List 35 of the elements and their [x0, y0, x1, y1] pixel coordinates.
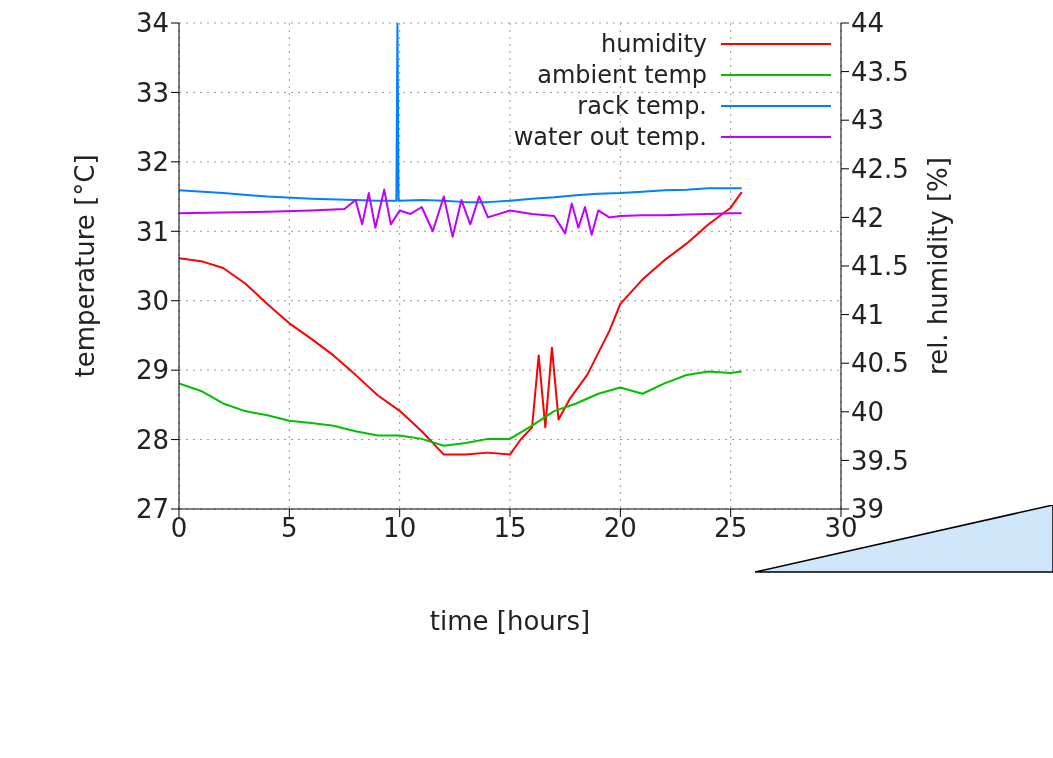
legend-label: ambient temp — [537, 60, 707, 89]
line-series — [179, 191, 743, 456]
legend-label: rack temp. — [577, 91, 707, 120]
y2-axis-title: rel. humidity [%] — [923, 157, 953, 375]
y2-tick-label: 41 — [851, 299, 885, 330]
x-tick-label: 0 — [170, 513, 188, 544]
y2-tick-label: 40.5 — [851, 348, 909, 379]
line-series — [179, 370, 743, 447]
line-series — [179, 188, 743, 238]
y2-tick-label: 42.5 — [851, 154, 909, 185]
x-tick-label: 20 — [603, 513, 637, 544]
y-tick-label: 30 — [135, 285, 169, 316]
y2-tick-label: 42 — [851, 202, 885, 233]
y-axis-title: temperature [°C] — [69, 154, 100, 378]
y2-tick-label: 41.5 — [851, 251, 909, 282]
y2-tick-label: 40 — [851, 397, 885, 428]
y-tick-label: 34 — [135, 8, 169, 39]
y-tick-label: 31 — [135, 216, 169, 247]
y-tick-label: 32 — [135, 147, 169, 178]
x-axis-title: time [hours] — [429, 606, 591, 636]
x-tick-label: 10 — [383, 513, 417, 544]
y-tick-label: 28 — [135, 424, 169, 455]
x-tick-label: 25 — [714, 513, 748, 544]
line-series — [179, 23, 743, 204]
legend-label: humidity — [601, 29, 707, 58]
y-tick-label: 29 — [135, 355, 169, 386]
legend-label: water out temp. — [513, 122, 707, 151]
y2-tick-label: 43.5 — [851, 56, 909, 87]
y2-tick-label: 44 — [851, 8, 885, 39]
x-tick-label: 5 — [281, 513, 298, 544]
y2-tick-label: 43 — [851, 105, 885, 136]
y-tick-label: 33 — [135, 77, 169, 108]
y2-tick-label: 39.5 — [851, 445, 909, 476]
y-tick-label: 27 — [135, 494, 169, 525]
x-tick-label: 15 — [493, 513, 527, 544]
